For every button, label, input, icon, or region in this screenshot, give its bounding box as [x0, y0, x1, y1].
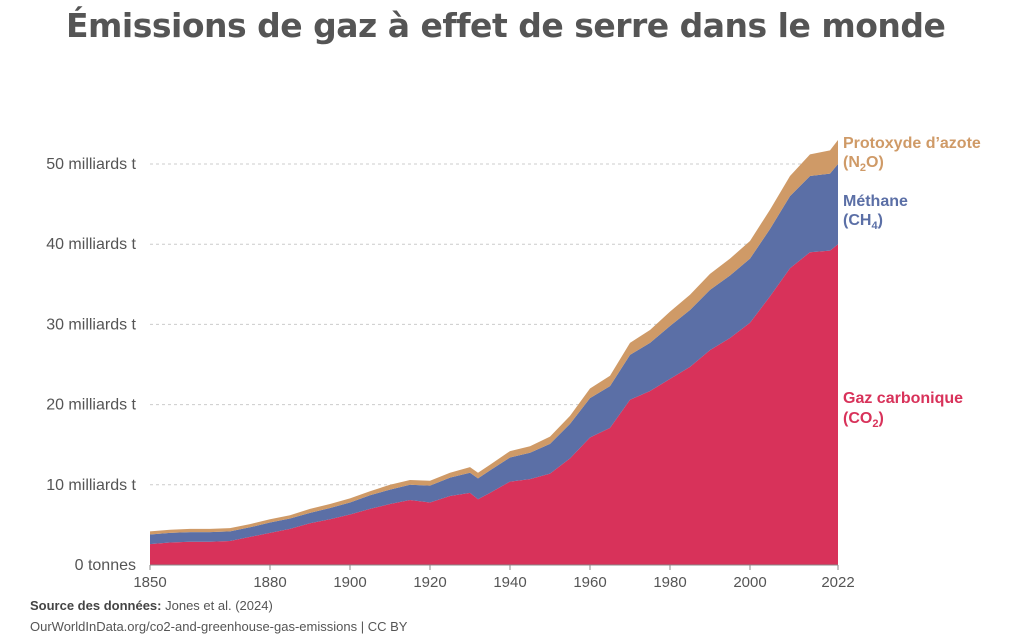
x-tick-label: 2022 — [821, 574, 854, 591]
y-tick-label: 10 milliards t — [46, 477, 136, 494]
series-formula: (CO2) — [843, 410, 884, 430]
x-tick-label: 1960 — [573, 574, 606, 591]
series-label-ch4: Méthane (CH4) — [843, 193, 908, 232]
y-tick-label: 40 milliards t — [46, 236, 136, 253]
url-license: OurWorldInData.org/co2-and-greenhouse-ga… — [30, 619, 408, 634]
y-axis: 0 tonnes 10 milliards t 20 milliards t 30 m… — [46, 156, 136, 574]
x-axis: 1850 1880 1900 1920 1940 1960 1980 2000 2022 — [133, 564, 855, 591]
source-value: Jones et al. (2024) — [165, 598, 273, 613]
source-label: Source des données: — [30, 598, 162, 613]
y-tick-label: 0 tonnes — [75, 557, 136, 574]
x-tick-label: 1880 — [253, 574, 286, 591]
area-ch4 — [150, 164, 838, 545]
series-label-co2: Gaz carbonique (CO2) — [843, 390, 963, 430]
y-tick-label: 20 milliards t — [46, 397, 136, 414]
x-tick-label: 1920 — [413, 574, 446, 591]
area-co2 — [150, 244, 838, 565]
series-formula: (N2O) — [843, 154, 884, 174]
source-line: Source des données: Jones et al. (2024) — [30, 598, 273, 613]
x-tick-label: 1850 — [133, 574, 166, 591]
series-name: Protoxyde d’azote — [843, 135, 981, 152]
x-tick-label: 1980 — [653, 574, 686, 591]
stacked-areas — [150, 139, 838, 565]
y-tick-label: 30 milliards t — [46, 316, 136, 333]
series-formula: (CH4) — [843, 212, 883, 232]
series-label-n2o: Protoxyde d’azote (N2O) — [843, 135, 981, 174]
x-tick-label: 1900 — [333, 574, 366, 591]
y-tick-label: 50 milliards t — [46, 156, 136, 173]
series-name: Gaz carbonique — [843, 390, 963, 407]
series-name: Méthane — [843, 193, 908, 210]
x-tick-label: 1940 — [493, 574, 526, 591]
series-labels: Gaz carbonique (CO2) Méthane (CH4) Protoxyde… — [843, 135, 981, 430]
chart-title: Émissions de gaz à effet de serre dans l… — [66, 6, 946, 45]
x-tick-label: 2000 — [733, 574, 766, 591]
